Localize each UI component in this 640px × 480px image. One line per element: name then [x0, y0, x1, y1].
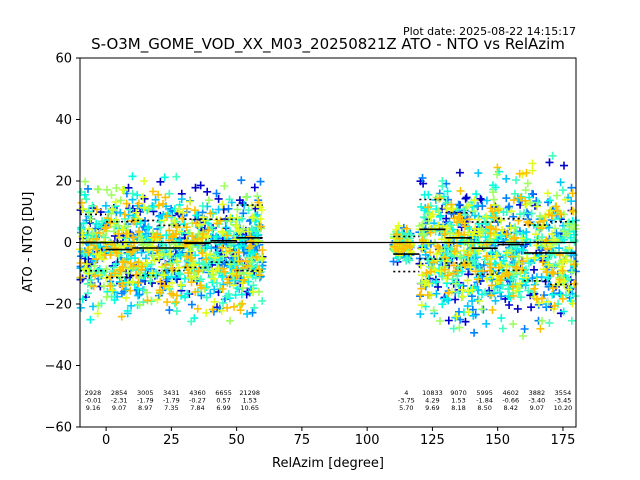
- x-tick-label: 50: [228, 433, 245, 448]
- bin-mean-label: -1.79: [163, 397, 180, 405]
- bin-count-label: 4360: [189, 389, 206, 397]
- chart-title: S-O3M_GOME_VOD_XX_M03_20250821Z ATO - NT…: [91, 35, 565, 54]
- bin-std-label: 8.50: [477, 404, 491, 412]
- bin-count-label: 6655: [215, 389, 232, 397]
- bin-std-label: 9.07: [530, 404, 544, 412]
- bin-mean-label: -0.66: [502, 397, 519, 405]
- y-tick-label: 0: [64, 236, 72, 251]
- bin-mean-label: -1.79: [137, 397, 154, 405]
- bin-std-label: 8.42: [503, 404, 517, 412]
- bin-count-label: 2928: [85, 389, 102, 397]
- y-tick-label: 20: [55, 175, 72, 190]
- axes-layer: 0 25 50 75 100 125 150 175 −60 −40 −20 0 20 40 60: [45, 52, 577, 448]
- bin-mean-label: 1.53: [242, 397, 256, 405]
- bin-count-label: 4: [404, 389, 408, 397]
- y-tick-label: −20: [45, 298, 72, 313]
- x-tick-label: 75: [294, 433, 311, 448]
- bin-mean-label: -0.01: [85, 397, 102, 405]
- bin-mean-label: -1.84: [476, 397, 493, 405]
- bin-std-label: 9.69: [425, 404, 439, 412]
- bin-std-label: 6.99: [216, 404, 230, 412]
- bin-count-label: 3882: [529, 389, 546, 397]
- bin-std-label: 7.35: [164, 404, 178, 412]
- bin-stats-layer: 2928-0.019.162854-2.319.073005-1.798.973…: [80, 198, 576, 412]
- y-tick-label: −40: [45, 359, 72, 374]
- bin-mean-label: 4.29: [425, 397, 439, 405]
- bin-count-label: 3554: [555, 389, 572, 397]
- bin-std-label: 5.70: [399, 404, 413, 412]
- bin-mean-label: -3.45: [555, 397, 572, 405]
- x-tick-label: 175: [551, 433, 576, 448]
- bin-mean-label: -3.75: [398, 397, 415, 405]
- bin-std-label: 10.20: [554, 404, 573, 412]
- x-tick-label: 0: [102, 433, 110, 448]
- bin-mean-label: -3.40: [528, 397, 545, 405]
- bin-std-label: 9.07: [112, 404, 126, 412]
- x-tick-label: 125: [420, 433, 445, 448]
- bin-mean-label: -2.31: [111, 397, 128, 405]
- y-tick-label: 60: [55, 52, 72, 67]
- bin-count-label: 10833: [422, 389, 443, 397]
- bin-std-label: 10.65: [240, 404, 259, 412]
- x-tick-label: 25: [163, 433, 180, 448]
- scatter-points: [76, 163, 579, 333]
- bin-count-label: 9070: [450, 389, 467, 397]
- bin-std-label: 9.16: [86, 404, 100, 412]
- bin-count-label: 2854: [111, 389, 128, 397]
- bin-count-label: 3431: [163, 389, 180, 397]
- y-axis-label: ATO - NTO [DU]: [21, 192, 36, 293]
- bin-std-label: 7.84: [190, 404, 204, 412]
- y-tick-label: 40: [55, 113, 72, 128]
- x-tick-label: 100: [355, 433, 380, 448]
- bin-std-label: 8.97: [138, 404, 152, 412]
- x-tick-label: 150: [485, 433, 510, 448]
- bin-mean-label: 0.57: [216, 397, 230, 405]
- y-tick-label: −60: [45, 421, 72, 436]
- bin-count-label: 5995: [476, 389, 493, 397]
- bin-count-label: 21298: [239, 389, 260, 397]
- bin-mean-label: 1.53: [451, 397, 465, 405]
- bin-std-label: 8.18: [451, 404, 465, 412]
- plot-date: Plot date: 2025-08-22 14:15:17: [403, 25, 576, 38]
- x-axis-label: RelAzim [degree]: [272, 456, 384, 471]
- bin-count-label: 4602: [502, 389, 519, 397]
- bin-count-label: 3005: [137, 389, 154, 397]
- bin-mean-label: -0.27: [189, 397, 206, 405]
